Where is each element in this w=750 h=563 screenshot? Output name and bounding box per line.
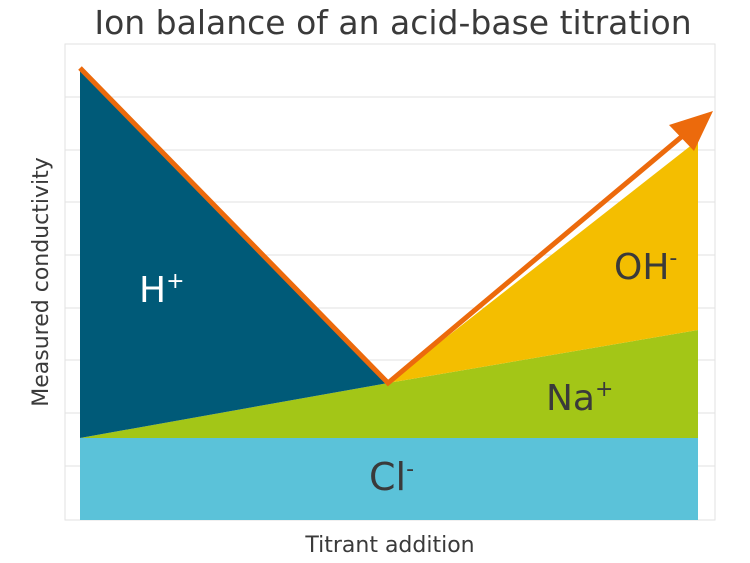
title: Ion balance of an acid-base titration (94, 3, 691, 42)
oh-area (388, 140, 698, 383)
conductivity-line (78, 66, 694, 387)
h-area (80, 68, 388, 438)
arrow-head (669, 111, 713, 151)
y-axis-label: Measured conductivity (29, 157, 54, 406)
cl-area (80, 438, 698, 520)
oh-label: OH- (614, 246, 677, 288)
na-label: Na+ (546, 377, 613, 419)
cl-label: Cl- (369, 455, 414, 499)
h-label: H+ (139, 269, 185, 311)
x-axis-label: Titrant addition (304, 533, 474, 558)
